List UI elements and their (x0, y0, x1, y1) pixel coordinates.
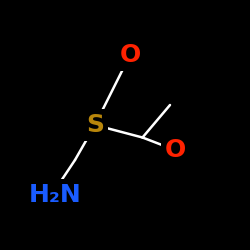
Text: O: O (120, 43, 141, 67)
Text: S: S (86, 113, 104, 137)
Text: H₂N: H₂N (28, 183, 82, 207)
Text: O: O (164, 138, 186, 162)
